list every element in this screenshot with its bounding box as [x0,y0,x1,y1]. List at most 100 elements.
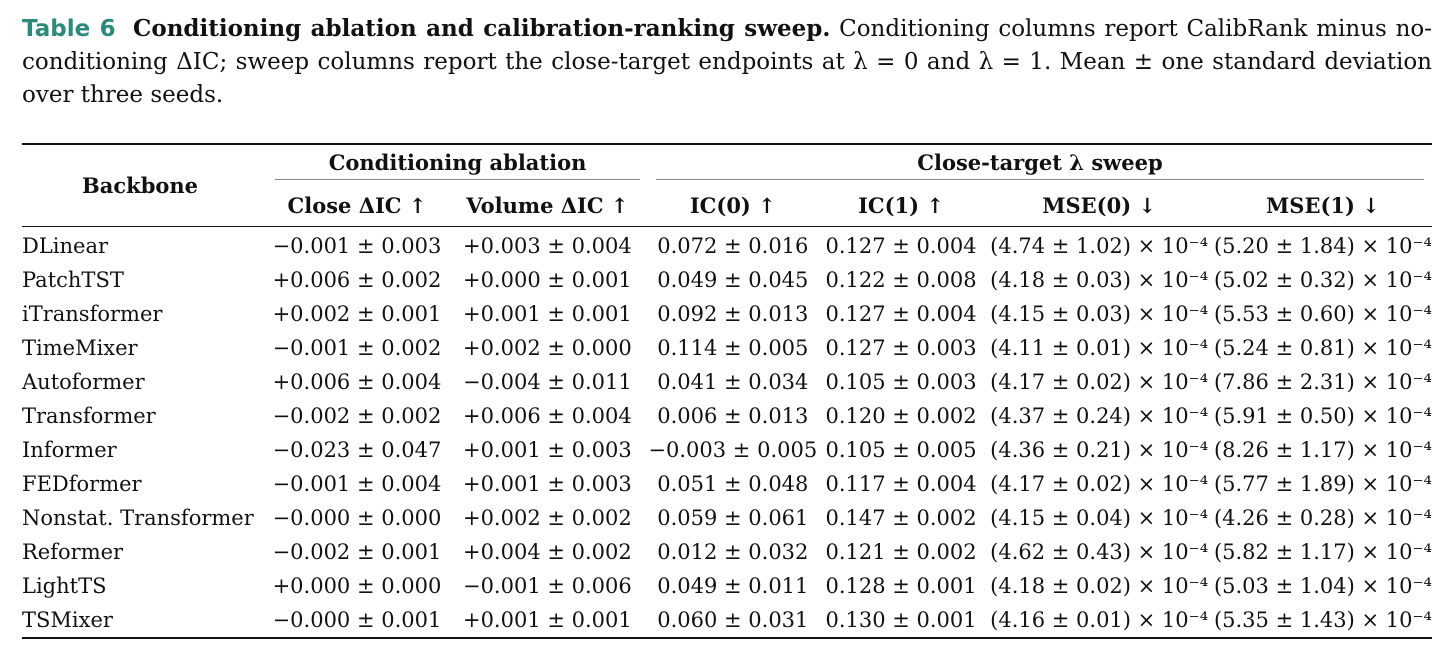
close-dic-cell: −0.002 ± 0.002 [272,404,442,428]
close-dic-cell: −0.001 ± 0.004 [272,472,442,496]
col-mse0: MSE(0) ↓ [1042,193,1157,218]
ic0-cell: 0.072 ± 0.016 [657,234,809,258]
mse1-cell: (5.53 ± 0.60) × 10⁻⁴ [1213,302,1432,326]
table-row: DLinear −0.001 ± 0.003 +0.003 ± 0.004 0.072… [22,227,1432,264]
close-dic-cell: +0.006 ± 0.002 [272,268,442,292]
close-dic-cell: +0.002 ± 0.001 [272,302,442,326]
mse1-cell: (4.26 ± 0.28) × 10⁻⁴ [1213,506,1432,530]
sweep-group-header: Close-target λ sweep [648,144,1432,185]
table-row: FEDformer −0.001 ± 0.004 +0.001 ± 0.003 0.0… [22,467,1432,501]
table-row: iTransformer +0.002 ± 0.001 +0.001 ± 0.001… [22,297,1432,331]
backbone-cell: iTransformer [22,302,163,326]
volume-dic-cell: +0.002 ± 0.000 [462,336,632,360]
backbone-cell: PatchTST [22,268,124,292]
col-ic1: IC(1) ↑ [858,193,945,218]
volume-dic-cell: +0.004 ± 0.002 [462,540,632,564]
table-row: LightTS +0.000 ± 0.000 −0.001 ± 0.006 0.049… [22,569,1432,603]
mse0-cell: (4.17 ± 0.02) × 10⁻⁴ [990,370,1209,394]
backbone-cell: TimeMixer [22,336,138,360]
table-row: Reformer −0.002 ± 0.001 +0.004 ± 0.002 0.01… [22,535,1432,569]
mse0-cell: (4.15 ± 0.04) × 10⁻⁴ [990,506,1209,530]
ic0-cell: 0.049 ± 0.045 [657,268,809,292]
table-row: TimeMixer −0.001 ± 0.002 +0.002 ± 0.000 0.1… [22,331,1432,365]
ic0-cell: 0.051 ± 0.048 [657,472,809,496]
close-dic-cell: +0.000 ± 0.000 [272,574,442,598]
mse1-cell: (5.35 ± 1.43) × 10⁻⁴ [1213,608,1432,632]
ic1-cell: 0.105 ± 0.003 [825,370,977,394]
mse1-cell: (8.26 ± 1.17) × 10⁻⁴ [1213,438,1432,462]
ic1-cell: 0.127 ± 0.004 [825,234,977,258]
caption-label: Table 6 [22,16,116,42]
mse0-cell: (4.18 ± 0.02) × 10⁻⁴ [990,574,1209,598]
volume-dic-cell: +0.000 ± 0.001 [462,268,632,292]
mse1-cell: (5.77 ± 1.89) × 10⁻⁴ [1213,472,1432,496]
ic1-cell: 0.147 ± 0.002 [825,506,977,530]
ic0-cell: 0.049 ± 0.011 [657,574,809,598]
mse1-cell: (5.24 ± 0.81) × 10⁻⁴ [1213,336,1432,360]
mse1-cell: (5.03 ± 1.04) × 10⁻⁴ [1213,574,1432,598]
backbone-cell: FEDformer [22,472,142,496]
mse1-cell: (5.02 ± 0.32) × 10⁻⁴ [1213,268,1432,292]
conditioning-group-label: Conditioning ablation [275,150,640,180]
backbone-header: Backbone [82,173,199,198]
table-row: Nonstat. Transformer −0.000 ± 0.000 +0.002… [22,501,1432,535]
col-mse1: MSE(1) ↓ [1266,193,1380,218]
col-ic0: IC(0) ↑ [689,193,776,218]
mse1-cell: (5.20 ± 1.84) × 10⁻⁴ [1213,234,1432,258]
mse1-cell: (5.91 ± 0.50) × 10⁻⁴ [1213,404,1432,428]
mse0-cell: (4.17 ± 0.02) × 10⁻⁴ [990,472,1209,496]
conditioning-group-header: Conditioning ablation [267,144,648,185]
mse1-cell: (7.86 ± 2.31) × 10⁻⁴ [1213,370,1432,394]
close-dic-cell: −0.001 ± 0.002 [272,336,442,360]
backbone-cell: TSMixer [22,608,113,632]
close-dic-cell: −0.000 ± 0.001 [272,608,442,632]
volume-dic-cell: +0.001 ± 0.003 [462,438,632,462]
ic1-cell: 0.128 ± 0.001 [825,574,977,598]
ic0-cell: −0.003 ± 0.005 [648,438,818,462]
table-row: PatchTST +0.006 ± 0.002 +0.000 ± 0.001 0.04… [22,263,1432,297]
volume-dic-cell: −0.004 ± 0.011 [462,370,632,394]
ic1-cell: 0.127 ± 0.004 [825,302,977,326]
ic1-cell: 0.127 ± 0.003 [825,336,977,360]
col-volume-dic: Volume ΔIC ↑ [466,193,629,218]
table-row: TSMixer −0.000 ± 0.001 +0.001 ± 0.001 0.060… [22,603,1432,638]
mse0-cell: (4.16 ± 0.01) × 10⁻⁴ [990,608,1209,632]
ic1-cell: 0.121 ± 0.002 [825,540,977,564]
volume-dic-cell: −0.001 ± 0.006 [462,574,632,598]
ic1-cell: 0.117 ± 0.004 [825,472,977,496]
backbone-cell: Nonstat. Transformer [22,506,254,530]
close-dic-cell: −0.023 ± 0.047 [272,438,442,462]
backbone-cell: DLinear [22,234,109,258]
ic0-cell: 0.059 ± 0.061 [657,506,809,530]
table-body: DLinear −0.001 ± 0.003 +0.003 ± 0.004 0.072… [22,227,1432,638]
volume-dic-cell: +0.002 ± 0.002 [462,506,632,530]
ic1-cell: 0.105 ± 0.005 [825,438,977,462]
backbone-cell: Reformer [22,540,124,564]
ic1-cell: 0.130 ± 0.001 [825,608,977,632]
mse1-cell: (5.82 ± 1.17) × 10⁻⁴ [1213,540,1432,564]
col-close-dic: Close ΔIC ↑ [287,193,427,218]
header-group-row: Backbone Conditioning ablation Close-tar… [22,144,1432,198]
close-dic-cell: −0.001 ± 0.003 [272,234,442,258]
backbone-cell: Informer [22,438,117,462]
mse0-cell: (4.18 ± 0.03) × 10⁻⁴ [990,268,1209,292]
ic0-cell: 0.092 ± 0.013 [657,302,809,326]
sweep-group-label: Close-target λ sweep [655,150,1424,180]
ic1-cell: 0.120 ± 0.002 [825,404,977,428]
volume-dic-cell: +0.006 ± 0.004 [462,404,632,428]
ic0-cell: 0.006 ± 0.013 [657,404,809,428]
close-dic-cell: −0.002 ± 0.001 [272,540,442,564]
table-row: Informer −0.023 ± 0.047 +0.001 ± 0.003 −0.0… [22,433,1432,467]
volume-dic-cell: +0.001 ± 0.001 [462,302,632,326]
ic0-cell: 0.114 ± 0.005 [657,336,809,360]
volume-dic-cell: +0.001 ± 0.001 [462,608,632,632]
ic0-cell: 0.060 ± 0.031 [657,608,809,632]
results-table: Backbone Conditioning ablation Close-tar… [22,143,1432,639]
mse0-cell: (4.62 ± 0.43) × 10⁻⁴ [990,540,1209,564]
ic1-cell: 0.122 ± 0.008 [825,268,977,292]
mse0-cell: (4.36 ± 0.21) × 10⁻⁴ [990,438,1209,462]
volume-dic-cell: +0.001 ± 0.003 [462,472,632,496]
mse0-cell: (4.15 ± 0.03) × 10⁻⁴ [990,302,1209,326]
table-row: Transformer −0.002 ± 0.002 +0.006 ± 0.004 0… [22,399,1432,433]
